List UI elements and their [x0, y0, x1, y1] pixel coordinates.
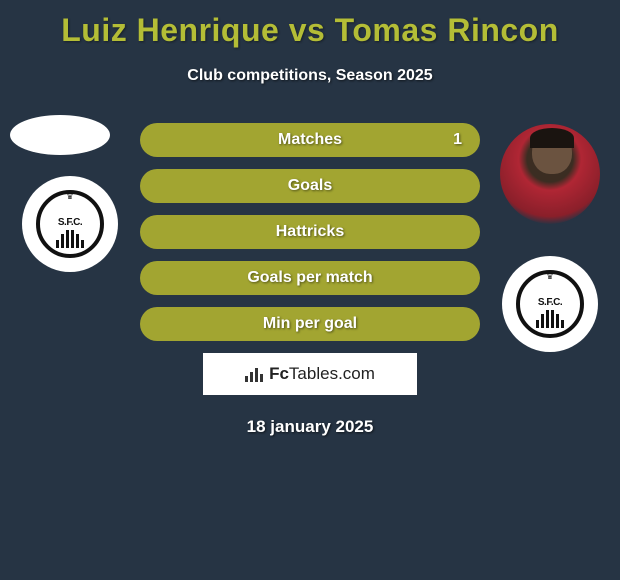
branding-prefix: Fc — [269, 364, 289, 383]
subtitle: Club competitions, Season 2025 — [0, 67, 620, 85]
stat-pill-hattricks: Hattricks — [140, 215, 480, 249]
stat-label: Matches — [278, 131, 342, 149]
stat-pill-goals-per-match: Goals per match — [140, 261, 480, 295]
date-label: 18 january 2025 — [0, 417, 620, 437]
chart-bars-icon — [245, 366, 263, 382]
branding-box: FcTables.com — [203, 353, 417, 395]
page-title: Luiz Henrique vs Tomas Rincon — [0, 0, 620, 49]
stat-label: Hattricks — [276, 223, 344, 241]
stat-pill-min-per-goal: Min per goal — [140, 307, 480, 341]
stat-pill-matches: Matches 1 — [140, 123, 480, 157]
stat-right-value: 1 — [453, 131, 462, 149]
stat-row: Hattricks — [0, 215, 620, 249]
stat-row: Goals — [0, 169, 620, 203]
stat-pill-goals: Goals — [140, 169, 480, 203]
stat-label: Min per goal — [263, 315, 357, 333]
stat-row: Min per goal — [0, 307, 620, 341]
stat-row: Matches 1 — [0, 123, 620, 157]
stat-label: Goals per match — [247, 269, 372, 287]
branding-main: Tables — [289, 364, 338, 383]
stat-label: Goals — [288, 177, 332, 195]
stat-row: Goals per match — [0, 261, 620, 295]
stats-container: Matches 1 Goals Hattricks Goals per matc… — [0, 123, 620, 341]
branding-text: FcTables.com — [269, 364, 375, 384]
branding-suffix: .com — [338, 364, 375, 383]
